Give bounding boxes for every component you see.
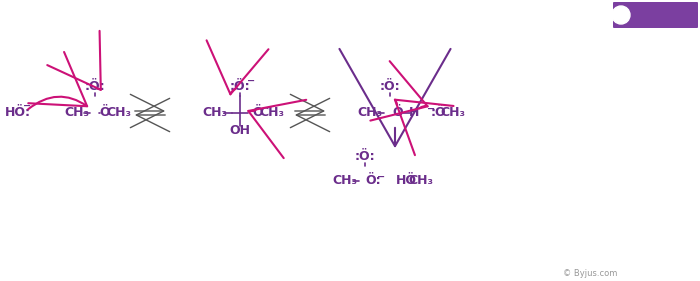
Text: B: B <box>617 10 624 20</box>
Text: HÖ: HÖ <box>395 175 416 187</box>
Text: CH₃: CH₃ <box>260 106 284 119</box>
Text: The Learning App: The Learning App <box>622 17 684 23</box>
Text: :Ö:: :Ö: <box>230 80 251 92</box>
Text: © Byjus.com: © Byjus.com <box>563 269 617 278</box>
Text: CH₃: CH₃ <box>64 106 90 119</box>
FancyArrowPatch shape <box>248 100 306 158</box>
Text: OH: OH <box>230 124 251 137</box>
Text: −: − <box>427 104 435 114</box>
FancyArrowPatch shape <box>130 94 164 128</box>
Text: HÖ:: HÖ: <box>5 106 31 119</box>
Text: CH₃: CH₃ <box>409 175 433 187</box>
Text: CH₃: CH₃ <box>358 106 382 119</box>
FancyArrowPatch shape <box>48 31 101 90</box>
FancyArrowPatch shape <box>340 49 451 146</box>
Text: Ö: Ö <box>253 106 263 119</box>
FancyArrowPatch shape <box>395 100 454 155</box>
Text: :Ö:: :Ö: <box>379 80 400 92</box>
Text: CH₃: CH₃ <box>106 106 132 119</box>
Text: Ö: Ö <box>393 106 403 119</box>
Text: CH₃: CH₃ <box>202 106 228 119</box>
Text: H: H <box>409 106 419 119</box>
Text: BYJU'S: BYJU'S <box>633 6 673 16</box>
Circle shape <box>612 6 630 24</box>
Text: −: − <box>23 101 31 111</box>
Text: :Ö:: :Ö: <box>85 80 105 92</box>
FancyArrowPatch shape <box>290 94 323 128</box>
Text: −: − <box>247 76 255 86</box>
FancyArrowPatch shape <box>296 98 330 132</box>
Text: CH₃: CH₃ <box>332 175 358 187</box>
Text: −: − <box>377 172 385 182</box>
Text: Ö: Ö <box>99 106 111 119</box>
Text: :Ö: :Ö <box>430 106 446 119</box>
Text: Ö:: Ö: <box>365 175 381 187</box>
FancyArrowPatch shape <box>370 61 428 121</box>
FancyArrowPatch shape <box>28 52 87 109</box>
FancyBboxPatch shape <box>613 2 698 28</box>
Text: CH₃: CH₃ <box>440 106 466 119</box>
FancyArrowPatch shape <box>136 98 169 132</box>
FancyArrowPatch shape <box>206 40 269 94</box>
Text: :Ö:: :Ö: <box>355 149 375 162</box>
